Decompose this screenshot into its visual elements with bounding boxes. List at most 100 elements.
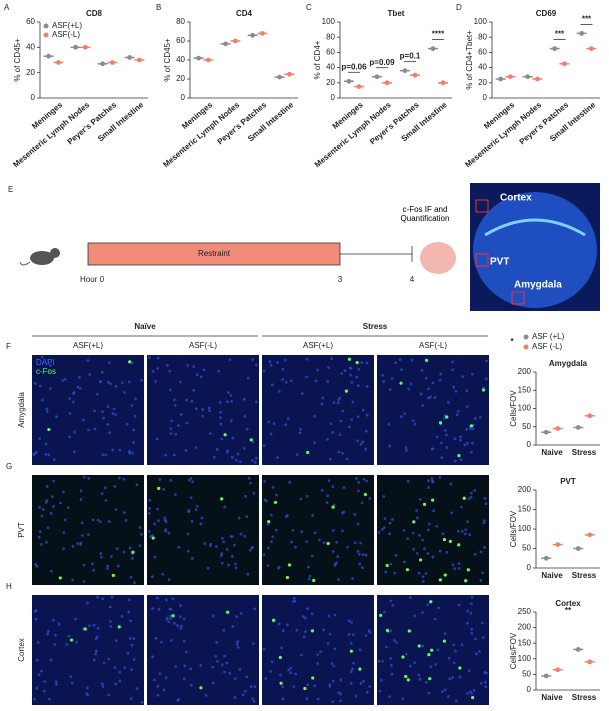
cell (310, 554, 314, 558)
cell (339, 419, 343, 423)
cell (191, 480, 195, 484)
cell (460, 505, 463, 509)
cell (355, 375, 359, 379)
cell (408, 664, 412, 668)
cells (377, 595, 488, 703)
mean-dot (73, 44, 79, 50)
cell (299, 427, 302, 431)
cell (308, 574, 312, 578)
y-axis-label: Cells/FOV (509, 390, 518, 427)
cell (93, 409, 96, 413)
mean-dot (205, 57, 211, 63)
cell (288, 480, 292, 484)
cell (33, 381, 37, 385)
cell (431, 381, 435, 385)
cell (459, 438, 462, 442)
cell (377, 530, 381, 534)
cell (158, 478, 162, 481)
mean-dot (575, 546, 581, 551)
cell (432, 509, 435, 513)
chart-title: CD8 (86, 9, 103, 18)
cell (264, 677, 268, 680)
fos-cell (220, 497, 224, 501)
cell (327, 479, 331, 483)
cell (115, 547, 119, 551)
cell (339, 678, 343, 682)
panel-label: E (8, 185, 13, 194)
cell (54, 680, 58, 684)
mean-dot (588, 46, 594, 51)
cell (204, 693, 208, 697)
cell (170, 419, 174, 423)
fos-cell (344, 389, 349, 393)
cell (305, 540, 309, 544)
cell (295, 628, 299, 632)
cell (368, 497, 372, 500)
cell (439, 372, 443, 376)
cell (68, 397, 72, 400)
cell (418, 533, 421, 537)
cell (67, 634, 71, 638)
cell (88, 624, 91, 628)
cell (332, 401, 336, 405)
cell (270, 540, 273, 544)
mean-dot (384, 80, 390, 86)
annotation: **** (432, 30, 445, 39)
cell (320, 488, 324, 492)
cell (481, 636, 485, 639)
cell (123, 511, 126, 515)
cell (234, 562, 237, 566)
cell (55, 415, 58, 419)
cell (173, 493, 177, 496)
cell (69, 675, 73, 679)
cell (184, 449, 188, 452)
cell (113, 484, 117, 488)
y-tick-label: 100 (518, 404, 532, 413)
cell (54, 633, 57, 637)
fos-cell (442, 639, 447, 643)
cell (433, 396, 437, 400)
cell (427, 486, 430, 490)
cell (305, 375, 309, 379)
cell (451, 368, 455, 372)
panel-label: D (456, 3, 462, 12)
y-axis-label: Cells/FOV (509, 632, 518, 669)
mean-dot (82, 44, 88, 50)
cell (211, 665, 215, 669)
cell (364, 553, 368, 557)
cell (238, 668, 242, 671)
cell (93, 427, 97, 431)
cell (155, 596, 159, 600)
mean-dot (579, 31, 585, 36)
cell (313, 414, 317, 418)
cell (279, 673, 282, 677)
cell (388, 444, 392, 448)
cell (272, 422, 276, 426)
cell (100, 370, 104, 374)
cell (234, 458, 238, 462)
fos-cell (431, 498, 435, 502)
cell (45, 485, 49, 488)
cell (252, 491, 256, 495)
cell (470, 631, 474, 635)
cell (49, 387, 52, 390)
cell (292, 596, 296, 600)
cell (364, 634, 368, 638)
cell (68, 411, 72, 415)
mean-dot (46, 53, 52, 59)
cell (406, 480, 410, 483)
cell (291, 528, 295, 532)
cell (99, 552, 103, 555)
cell (53, 643, 57, 646)
fos-cell (405, 568, 410, 572)
cell (298, 431, 302, 435)
region-label: Amygdala (514, 280, 562, 291)
cell (269, 669, 273, 673)
cell (78, 386, 82, 390)
y-tick-label: 100 (518, 524, 532, 533)
panel-label: B (156, 3, 161, 12)
cell (94, 637, 98, 641)
cell (479, 550, 483, 554)
cell (393, 639, 396, 642)
cell (157, 519, 160, 523)
